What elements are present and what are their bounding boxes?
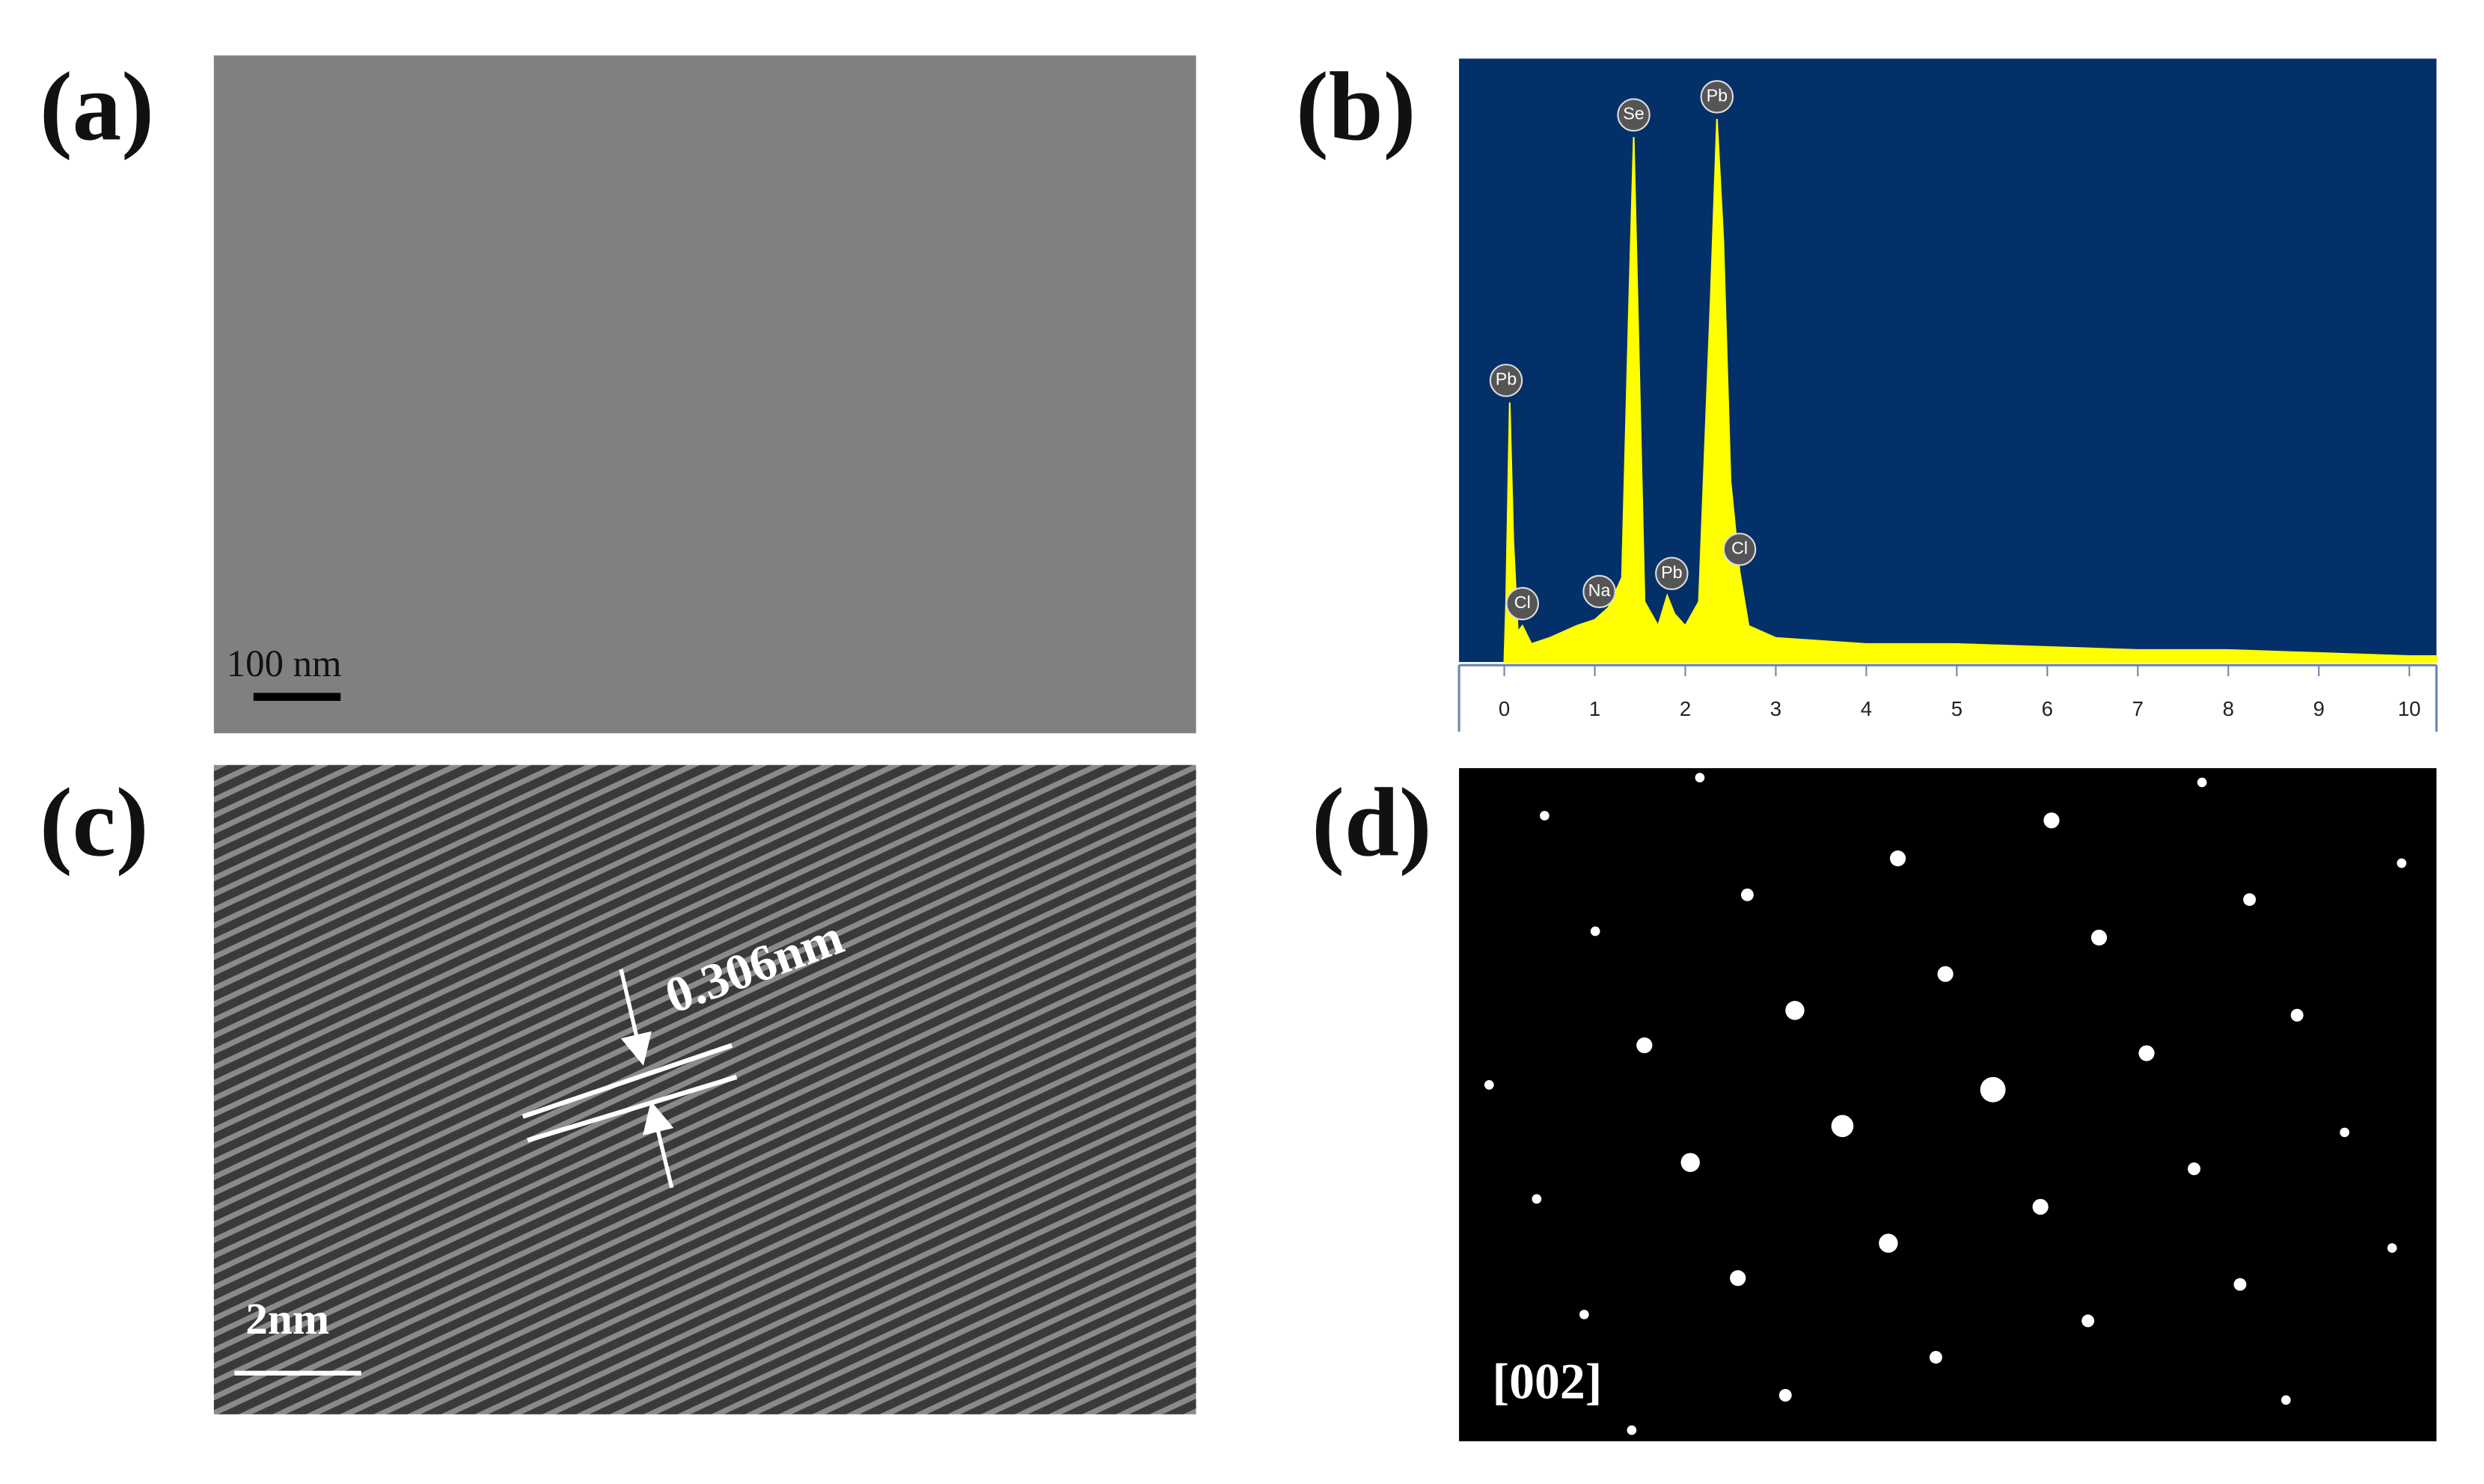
- diffraction-image: [1459, 767, 2437, 1441]
- peak-marker: [1722, 533, 1757, 566]
- plot-area: [1459, 58, 2437, 663]
- spot: [1695, 773, 1705, 782]
- x-tick-label: 7: [2132, 697, 2144, 720]
- sem-image: [213, 55, 1196, 734]
- spot: [2197, 777, 2207, 788]
- peak-marker: [1505, 586, 1539, 621]
- spot: [2138, 1045, 2155, 1061]
- spot: [1590, 926, 1600, 936]
- spot: [1680, 1153, 1700, 1172]
- spot: [2043, 812, 2060, 829]
- spot: [2280, 1395, 2291, 1405]
- spot: [2396, 858, 2407, 868]
- spot: [1831, 1114, 1854, 1138]
- spot: [1889, 850, 1906, 867]
- peak-label: Pb: [1707, 86, 1728, 105]
- spot: [1929, 1351, 1942, 1364]
- spot: [2290, 1008, 2304, 1022]
- fringe-marker: [527, 1074, 738, 1143]
- spot: [1484, 1080, 1494, 1090]
- peak-label: Pb: [1661, 562, 1682, 582]
- peak-label: Cl: [1514, 592, 1531, 612]
- eds-spectrum: Pb Cl Na Se Pb Pb Cl: [1489, 80, 2438, 663]
- spot: [1627, 1425, 1637, 1435]
- arrow: [643, 1100, 674, 1189]
- x-tick-label: 0: [1499, 697, 1510, 720]
- spot: [2387, 1243, 2397, 1253]
- spot: [2081, 1314, 2095, 1328]
- spot: [1980, 1076, 2006, 1103]
- scale-bar-label: 100 nm: [227, 643, 342, 684]
- spot: [1540, 811, 1550, 821]
- spot: [2243, 893, 2257, 907]
- hrtem-image: [213, 764, 1196, 1414]
- spot: [1532, 1194, 1542, 1204]
- spot: [1636, 1037, 1653, 1054]
- spot: [2340, 1127, 2350, 1138]
- diffraction-spots: [1484, 773, 2407, 1435]
- spot: [1778, 1388, 1792, 1402]
- zone-axis-label: [002]: [1493, 1354, 1603, 1410]
- panel-label: (c): [40, 768, 149, 877]
- spot: [1740, 888, 1754, 901]
- peak-label: Se: [1623, 104, 1644, 123]
- scale-bar-label: 2nm: [245, 1294, 329, 1343]
- x-tick-label: 3: [1770, 697, 1781, 720]
- peak-label: Pb: [1496, 370, 1517, 389]
- spot: [1730, 1270, 1746, 1287]
- peak-marker: [1700, 80, 1734, 114]
- peak-marker: [1582, 574, 1616, 609]
- x-tick-label: 10: [2398, 697, 2421, 720]
- spot: [2090, 929, 2108, 946]
- spectrum-area: [1503, 118, 2438, 663]
- arrow: [619, 969, 652, 1066]
- fringe-marker: [521, 1043, 733, 1119]
- spot: [2188, 1162, 2200, 1176]
- panel-label: (d): [1312, 768, 1431, 877]
- peak-label: Cl: [1731, 539, 1748, 558]
- peak-marker: [1489, 364, 1523, 397]
- spot: [1785, 1001, 1805, 1020]
- panel-label: (a): [40, 52, 154, 161]
- x-tick-label: 4: [1861, 697, 1872, 720]
- x-tick-label: 1: [1589, 697, 1600, 720]
- x-tick-label: 2: [1680, 697, 1691, 720]
- spot: [1879, 1233, 1898, 1253]
- x-tick-label: 8: [2223, 697, 2234, 720]
- peak-marker: [1617, 98, 1651, 132]
- x-tick-label: 6: [2042, 697, 2053, 720]
- panel-label: (b): [1296, 52, 1416, 161]
- spot: [2032, 1198, 2049, 1215]
- x-tick-label: 5: [1951, 697, 1963, 720]
- spot: [1937, 966, 1954, 982]
- peak-marker: [1655, 556, 1689, 590]
- spot: [1579, 1310, 1589, 1319]
- spot: [2233, 1278, 2247, 1291]
- x-tick-label: 9: [2313, 697, 2325, 720]
- peak-label: Na: [1588, 580, 1611, 600]
